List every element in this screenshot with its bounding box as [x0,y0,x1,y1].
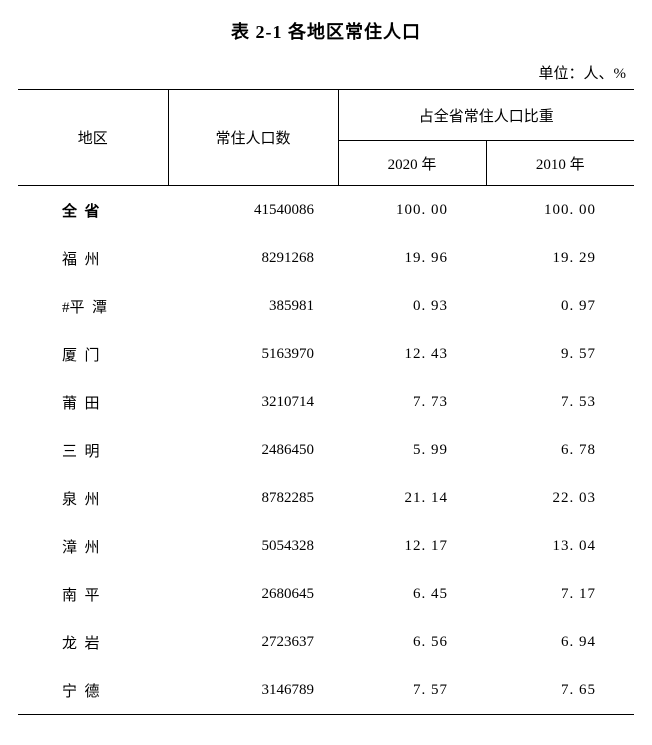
table-row: 厦 门516397012. 439. 57 [18,330,634,378]
cell-region: 厦 门 [18,330,168,378]
cell-share-2020: 12. 17 [338,522,486,570]
cell-share-2020: 6. 56 [338,618,486,666]
cell-share-2010: 0. 97 [486,282,634,330]
cell-population: 3210714 [168,378,338,426]
cell-region: 全 省 [18,186,168,235]
cell-share-2020: 5. 99 [338,426,486,474]
cell-population: 2486450 [168,426,338,474]
table-row: 漳 州505432812. 1713. 04 [18,522,634,570]
table-row: 龙 岩27236376. 566. 94 [18,618,634,666]
table-row: 福 州829126819. 9619. 29 [18,234,634,282]
cell-share-2010: 7. 53 [486,378,634,426]
cell-population: 8782285 [168,474,338,522]
header-population: 常住人口数 [168,90,338,186]
cell-region: 三 明 [18,426,168,474]
cell-population: 41540086 [168,186,338,235]
header-share-group: 占全省常住人口比重 [338,90,634,141]
cell-share-2020: 7. 57 [338,666,486,715]
cell-share-2010: 9. 57 [486,330,634,378]
cell-population: 8291268 [168,234,338,282]
population-table: 地区 常住人口数 占全省常住人口比重 2020 年 2010 年 全 省4154… [18,89,634,715]
cell-share-2020: 21. 14 [338,474,486,522]
cell-region: 南 平 [18,570,168,618]
cell-share-2010: 6. 94 [486,618,634,666]
page-container: 表 2-1 各地区常住人口 单位：人、% 地区 常住人口数 占全省常住人口比重 … [0,0,652,745]
cell-share-2020: 12. 43 [338,330,486,378]
cell-share-2020: 100. 00 [338,186,486,235]
unit-label: 单位：人、% [18,62,634,83]
table-row: 全 省41540086100. 00100. 00 [18,186,634,235]
cell-share-2010: 7. 65 [486,666,634,715]
cell-share-2010: 6. 78 [486,426,634,474]
cell-region: 宁 德 [18,666,168,715]
header-2020: 2020 年 [338,141,486,186]
cell-population: 385981 [168,282,338,330]
table-row: 南 平26806456. 457. 17 [18,570,634,618]
table-row: 莆 田32107147. 737. 53 [18,378,634,426]
cell-share-2020: 0. 93 [338,282,486,330]
cell-share-2010: 13. 04 [486,522,634,570]
cell-share-2020: 6. 45 [338,570,486,618]
cell-region: 龙 岩 [18,618,168,666]
cell-population: 2723637 [168,618,338,666]
cell-region: 漳 州 [18,522,168,570]
cell-region: 泉 州 [18,474,168,522]
cell-share-2020: 19. 96 [338,234,486,282]
table-title: 表 2-1 各地区常住人口 [18,18,634,44]
header-2010: 2010 年 [486,141,634,186]
table-row: 三 明24864505. 996. 78 [18,426,634,474]
table-row: 宁 德31467897. 577. 65 [18,666,634,715]
header-region: 地区 [18,90,168,186]
table-row: 泉 州878228521. 1422. 03 [18,474,634,522]
cell-population: 2680645 [168,570,338,618]
cell-share-2010: 100. 00 [486,186,634,235]
cell-population: 5163970 [168,330,338,378]
cell-share-2020: 7. 73 [338,378,486,426]
table-header: 地区 常住人口数 占全省常住人口比重 2020 年 2010 年 [18,90,634,186]
cell-population: 3146789 [168,666,338,715]
cell-share-2010: 19. 29 [486,234,634,282]
table-body: 全 省41540086100. 00100. 00福 州829126819. 9… [18,186,634,715]
cell-population: 5054328 [168,522,338,570]
cell-share-2010: 7. 17 [486,570,634,618]
cell-region: #平 潭 [18,282,168,330]
cell-share-2010: 22. 03 [486,474,634,522]
cell-region: 福 州 [18,234,168,282]
cell-region: 莆 田 [18,378,168,426]
table-row: #平 潭3859810. 930. 97 [18,282,634,330]
